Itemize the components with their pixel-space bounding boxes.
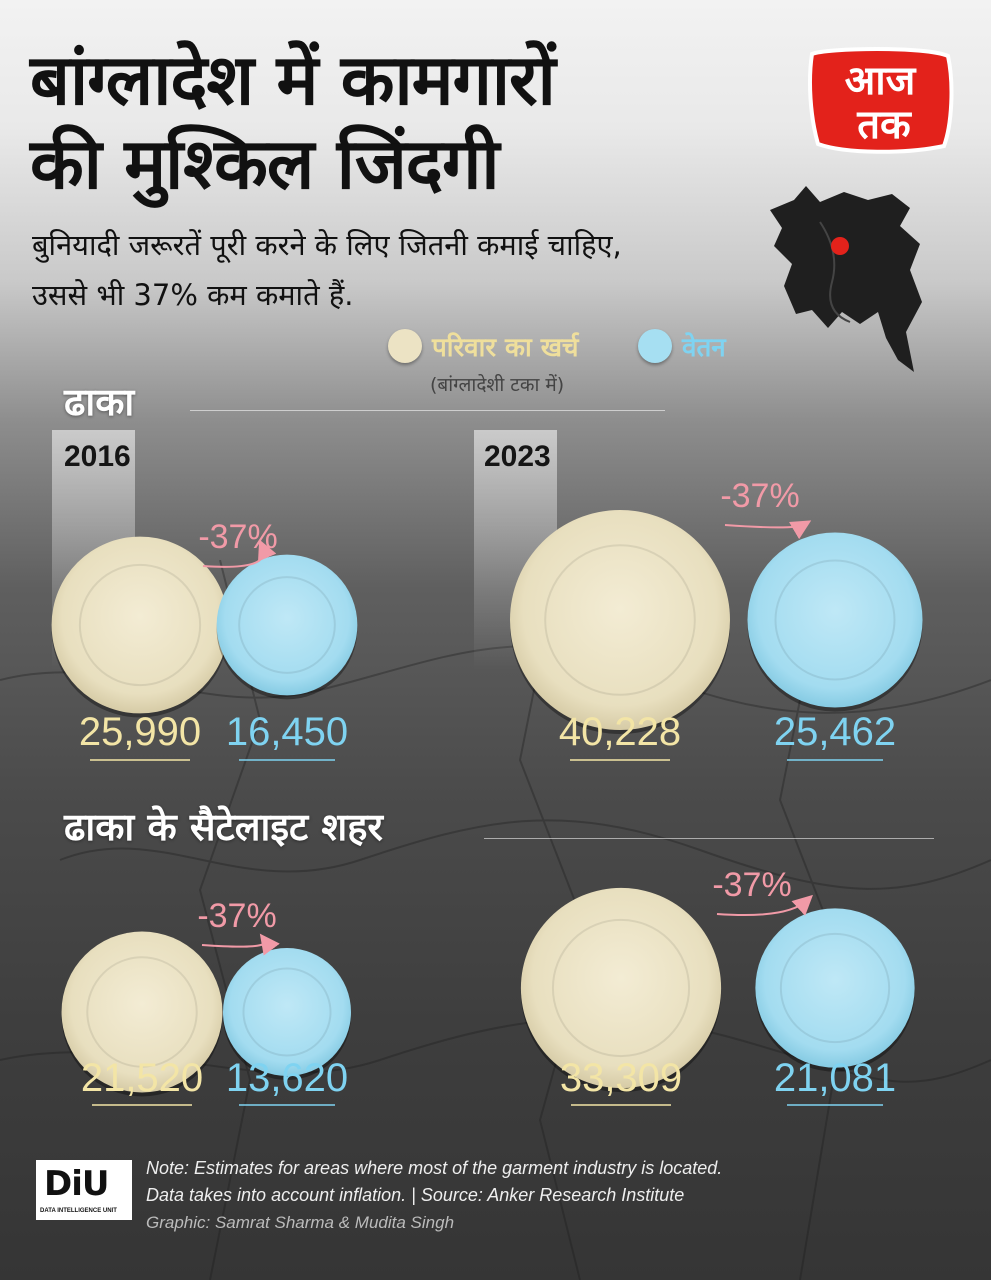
gap-arrow-0 bbox=[202, 539, 277, 568]
salary-plate-0 bbox=[216, 554, 358, 696]
title-line-1: बांग्लादेश में कामगारों bbox=[30, 39, 556, 121]
plate-icon-expense bbox=[388, 329, 422, 363]
logo-line-1: आज bbox=[845, 58, 917, 104]
expense-value-1: 40,228 bbox=[559, 710, 681, 754]
gap-percent-1: -37% bbox=[720, 477, 799, 515]
salary-value-3: 21,081 bbox=[774, 1056, 896, 1100]
expense-value-0: 25,990 bbox=[79, 710, 201, 754]
subtitle-line-2: उससे भी 37% कम कमाते हैं. bbox=[32, 278, 354, 312]
expense-plate-1-rim bbox=[544, 544, 696, 696]
section-title-dhaka: ढाका bbox=[64, 380, 135, 424]
diu-logo-subtext: DATA INTELLIGENCE UNIT bbox=[40, 1208, 117, 1214]
subtitle: बुनियादी जरूरतें पूरी करने के लिए जितनी … bbox=[32, 220, 752, 320]
diu-logo-text: DiU bbox=[44, 1164, 109, 1204]
salary-plate-3 bbox=[755, 908, 915, 1068]
salary-value-1: 25,462 bbox=[774, 710, 896, 754]
expense-plate-2-rim bbox=[86, 956, 198, 1068]
gap-percent-0: -37% bbox=[198, 518, 277, 556]
expense-plate-3-rim bbox=[551, 918, 691, 1058]
salary-plate-2 bbox=[222, 947, 352, 1077]
legend-expense-label: परिवार का खर्च bbox=[432, 333, 579, 363]
salary-plate-1-rim bbox=[774, 559, 896, 681]
salary-value-0: 16,450 bbox=[226, 710, 348, 754]
page-title: बांग्लादेश में कामगारों की मुश्किल जिंदग… bbox=[30, 38, 556, 206]
note-line-1: Note: Estimates for areas where most of … bbox=[146, 1158, 723, 1178]
gap-arrow-3 bbox=[716, 894, 814, 917]
gap-arrow-1 bbox=[724, 520, 812, 540]
year-label-2023: 2023 bbox=[484, 440, 551, 473]
gap-percent-2: -37% bbox=[197, 897, 276, 935]
legend-expense: परिवार का खर्च bbox=[388, 328, 579, 364]
logo-line-2: तक bbox=[856, 102, 912, 148]
expense-plate-3 bbox=[520, 887, 722, 1089]
expense-value-2: 21,520 bbox=[81, 1056, 203, 1100]
aajtak-logo: आज तक bbox=[808, 47, 954, 154]
year-label-2016: 2016 bbox=[64, 440, 131, 473]
graphic-credit: Graphic: Samrat Sharma & Mudita Singh bbox=[146, 1213, 455, 1232]
plate-icon-salary bbox=[638, 329, 672, 363]
salary-plate-1 bbox=[747, 532, 923, 708]
salary-plate-0-rim bbox=[238, 576, 336, 674]
salary-value-2: 13,620 bbox=[226, 1056, 348, 1100]
section-rule-dhaka bbox=[190, 410, 665, 411]
bangladesh-map-icon bbox=[770, 186, 922, 372]
legend-unit: (बांग्लादेशी टका में) bbox=[430, 374, 565, 396]
expense-plate-2 bbox=[61, 931, 223, 1093]
legend-salary: वेतन bbox=[638, 328, 726, 364]
gap-arrow-2 bbox=[201, 933, 280, 956]
section-title-satellite: ढाका के सैटेलाइट शहर bbox=[64, 805, 383, 849]
salary-plate-2-rim bbox=[242, 967, 332, 1057]
expense-value-3: 33,309 bbox=[560, 1056, 682, 1100]
legend-salary-label: वेतन bbox=[682, 333, 726, 363]
gap-percent-3: -37% bbox=[712, 866, 791, 904]
expense-plate-0 bbox=[51, 536, 229, 714]
note-line-2: Data takes into account inflation. | Sou… bbox=[146, 1185, 685, 1205]
title-line-2: की मुश्किल जिंदगी bbox=[30, 123, 499, 205]
dhaka-marker-icon bbox=[831, 237, 849, 255]
diu-logo: DiU DATA INTELLIGENCE UNIT bbox=[36, 1160, 132, 1220]
section-rule-satellite bbox=[484, 838, 934, 839]
subtitle-line-1: बुनियादी जरूरतें पूरी करने के लिए जितनी … bbox=[32, 228, 622, 262]
expense-plate-0-rim bbox=[78, 563, 202, 687]
expense-plate-1 bbox=[510, 510, 730, 730]
salary-plate-3-rim bbox=[779, 932, 891, 1044]
